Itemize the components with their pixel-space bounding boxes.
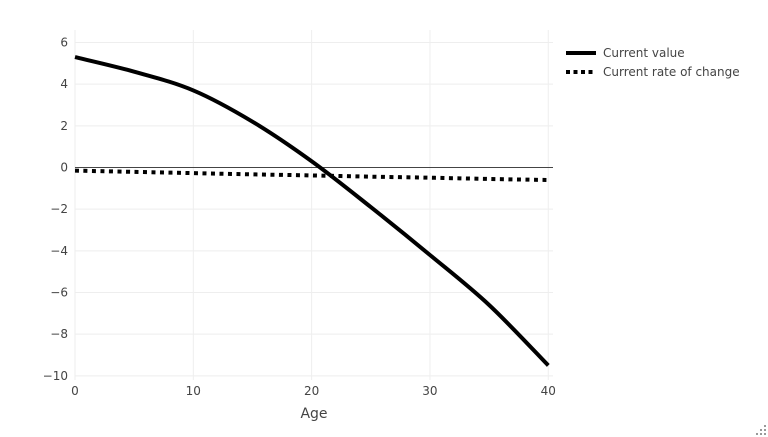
series-line-current-value xyxy=(74,55,550,367)
dotted-line-icon xyxy=(566,70,596,74)
resize-grip-icon[interactable] xyxy=(756,425,767,436)
legend-label: Current rate of change xyxy=(603,65,740,79)
legend: Current value Current rate of change xyxy=(565,46,740,79)
y-tick-label: 4 xyxy=(60,77,68,91)
y-tick-label: −8 xyxy=(50,327,68,341)
legend-item-current-rate-of-change[interactable]: Current rate of change xyxy=(565,65,740,79)
y-tick-label: −2 xyxy=(50,202,68,216)
y-tick-label: 0 xyxy=(60,161,68,175)
x-tick-label: 0 xyxy=(71,384,79,398)
legend-item-current-value[interactable]: Current value xyxy=(565,46,740,60)
x-tick-label: 10 xyxy=(186,384,201,398)
y-tick-label: −6 xyxy=(50,286,68,300)
y-tick-label: −10 xyxy=(43,369,68,383)
y-tick-label: 6 xyxy=(60,36,68,50)
legend-label: Current value xyxy=(603,46,685,60)
x-tick-label: 20 xyxy=(304,384,319,398)
y-tick-label: 2 xyxy=(60,119,68,133)
solid-line-icon xyxy=(566,51,596,55)
x-axis-title: Age xyxy=(300,406,328,422)
y-tick-label: −4 xyxy=(50,244,68,258)
x-tick-label: 40 xyxy=(541,384,556,398)
x-tick-label: 30 xyxy=(422,384,437,398)
